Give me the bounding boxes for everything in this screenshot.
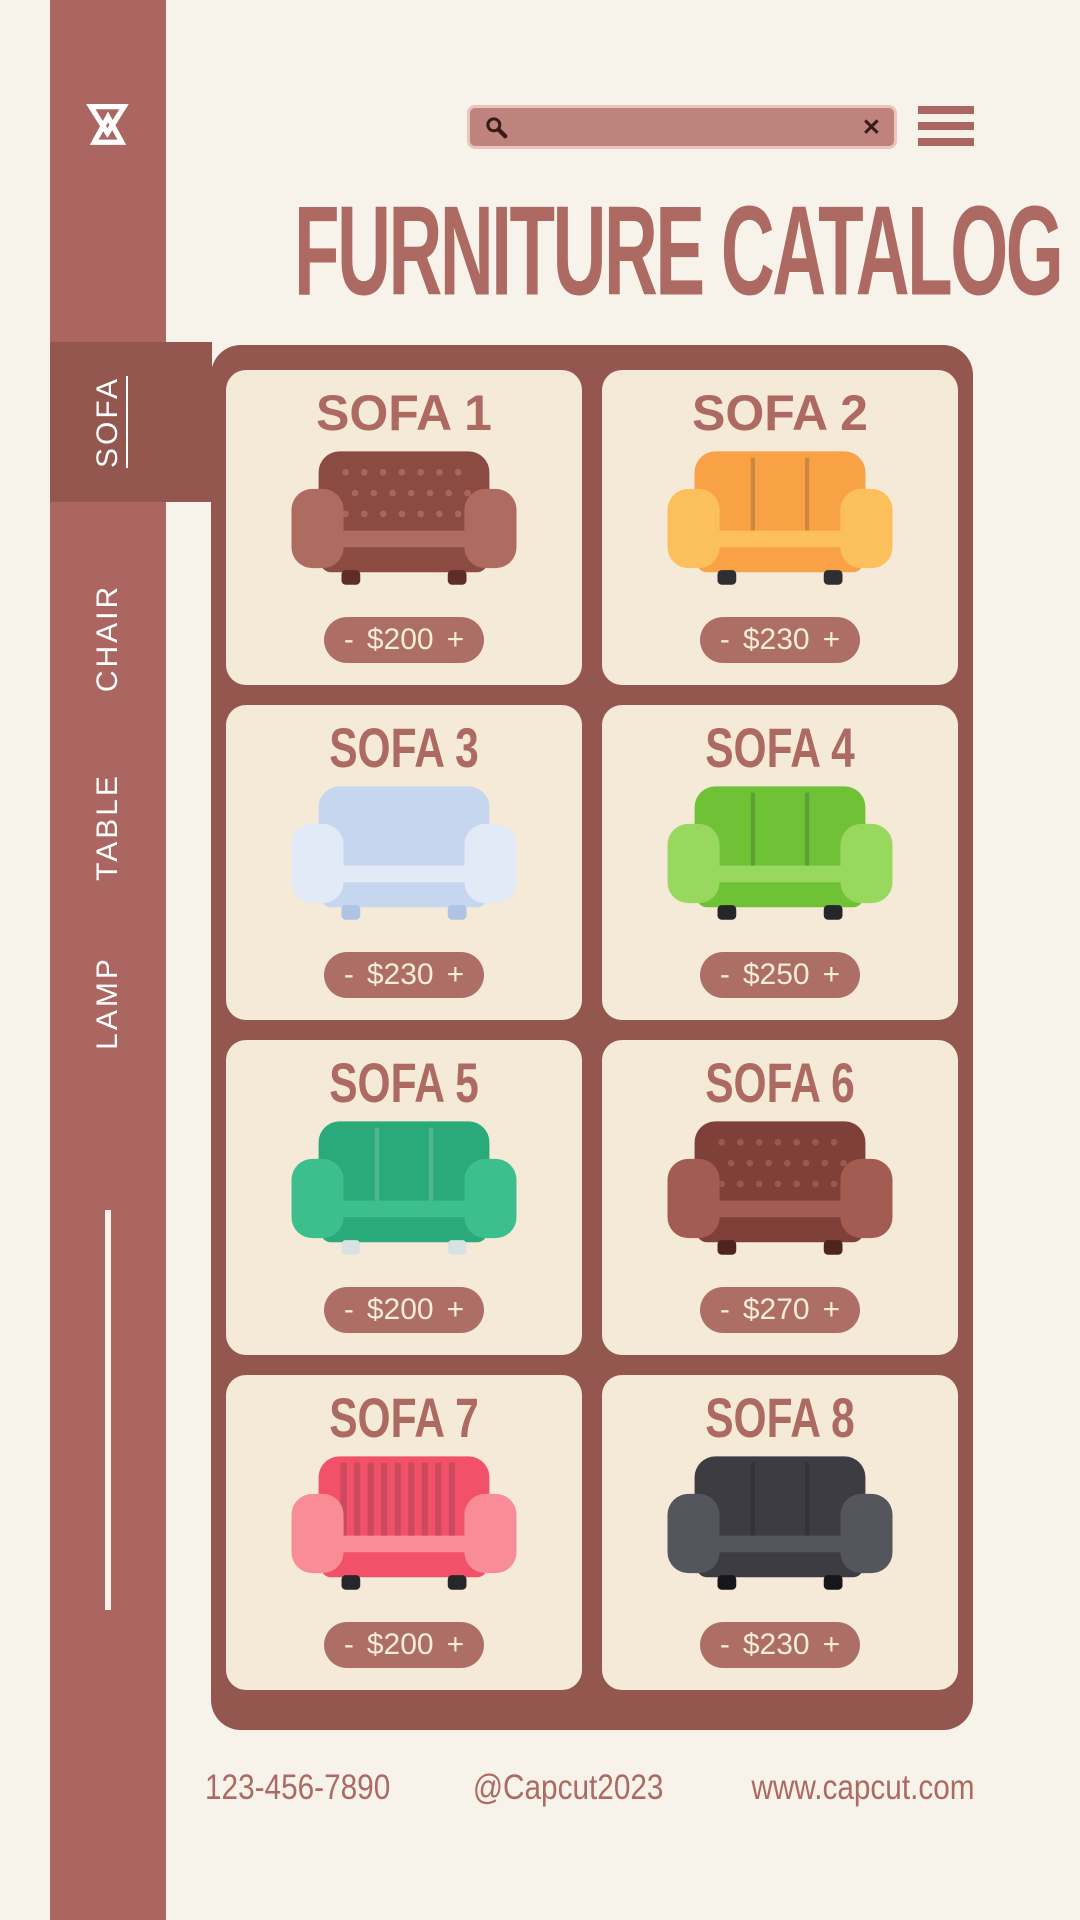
sofa-illustration	[279, 1450, 529, 1592]
hamburger-menu-icon[interactable]	[918, 106, 974, 146]
decrease-button[interactable]: -	[719, 623, 730, 656]
active-tab-block	[50, 342, 212, 502]
sofa-illustration	[655, 1450, 905, 1592]
social-handle: @Capcut2023	[472, 1768, 664, 1807]
sofa-illustration	[279, 445, 529, 587]
sofa-illustration	[279, 780, 529, 922]
product-title: SOFA 6	[705, 1051, 855, 1115]
price-value: $230	[366, 958, 434, 991]
product-card-sofa-5: SOFA 5 - $200 +	[226, 1040, 582, 1355]
sidebar-tab-sofa[interactable]: SOFA	[50, 342, 166, 502]
product-title: SOFA 7	[329, 1386, 479, 1450]
product-card-sofa-1: SOFA 1 - $200 +	[226, 370, 582, 685]
product-card-sofa-4: SOFA 4 - $250 +	[602, 705, 958, 1020]
decrease-button[interactable]: -	[343, 1293, 354, 1326]
decrease-button[interactable]: -	[343, 958, 354, 991]
increase-button[interactable]: +	[822, 1293, 841, 1326]
page-title: FURNITURE CATALOG	[293, 181, 1064, 323]
capcut-logo-icon	[85, 102, 131, 148]
product-title: SOFA 1	[316, 385, 492, 441]
search-bar[interactable]: ✕	[467, 105, 897, 149]
sofa-illustration	[655, 1115, 905, 1257]
price-value: $270	[742, 1293, 810, 1326]
sidebar-tab-table[interactable]: TABLE	[50, 767, 166, 887]
increase-button[interactable]: +	[446, 623, 465, 656]
close-icon[interactable]: ✕	[861, 113, 881, 140]
increase-button[interactable]: +	[446, 958, 465, 991]
price-stepper[interactable]: - $230 +	[324, 952, 484, 998]
product-title: SOFA 2	[692, 385, 868, 441]
decrease-button[interactable]: -	[343, 1628, 354, 1661]
search-input[interactable]	[509, 114, 862, 140]
search-icon	[483, 114, 509, 140]
price-stepper[interactable]: - $250 +	[700, 952, 860, 998]
hamburger-bar	[918, 122, 974, 130]
sidebar-tab-label: LAMP	[90, 956, 124, 1050]
hamburger-bar	[918, 138, 974, 146]
sidebar-tab-label: CHAIR	[91, 583, 124, 693]
sofa-illustration	[655, 780, 905, 922]
price-value: $230	[742, 623, 810, 656]
increase-button[interactable]: +	[822, 1628, 841, 1661]
sidebar-tab-label: TABLE	[91, 773, 124, 881]
sidebar-tab-chair[interactable]: CHAIR	[50, 578, 166, 698]
price-stepper[interactable]: - $200 +	[324, 1622, 484, 1668]
price-value: $200	[366, 623, 434, 656]
price-value: $200	[366, 1293, 434, 1326]
hamburger-bar	[918, 106, 974, 114]
price-stepper[interactable]: - $200 +	[324, 617, 484, 663]
product-card-sofa-6: SOFA 6 - $270 +	[602, 1040, 958, 1355]
increase-button[interactable]: +	[822, 958, 841, 991]
product-title: SOFA 8	[705, 1386, 855, 1450]
website-url: www.capcut.com	[751, 1768, 975, 1807]
product-title: SOFA 5	[329, 1051, 479, 1115]
increase-button[interactable]: +	[446, 1293, 465, 1326]
price-value: $200	[366, 1628, 434, 1661]
decrease-button[interactable]: -	[719, 1293, 730, 1326]
sofa-illustration	[655, 445, 905, 587]
price-stepper[interactable]: - $230 +	[700, 617, 860, 663]
price-stepper[interactable]: - $200 +	[324, 1287, 484, 1333]
sofa-illustration	[279, 1115, 529, 1257]
increase-button[interactable]: +	[446, 1628, 465, 1661]
price-stepper[interactable]: - $270 +	[700, 1287, 860, 1333]
product-title: SOFA 4	[705, 716, 855, 780]
product-card-sofa-8: SOFA 8 - $230 +	[602, 1375, 958, 1690]
decrease-button[interactable]: -	[343, 623, 354, 656]
footer: 123-456-7890 @Capcut2023 www.capcut.com	[205, 1768, 975, 1808]
product-title: SOFA 3	[329, 716, 479, 780]
catalog-grid: SOFA 1 - $200 + SOFA 2 - $230 + SOFA 3 -…	[226, 370, 958, 1690]
product-card-sofa-2: SOFA 2 - $230 +	[602, 370, 958, 685]
sidebar-tab-lamp[interactable]: LAMP	[50, 943, 166, 1063]
increase-button[interactable]: +	[822, 623, 841, 656]
catalog-panel: SOFA 1 - $200 + SOFA 2 - $230 + SOFA 3 -…	[211, 345, 973, 1730]
product-card-sofa-7: SOFA 7 - $200 +	[226, 1375, 582, 1690]
decrease-button[interactable]: -	[719, 958, 730, 991]
product-card-sofa-3: SOFA 3 - $230 +	[226, 705, 582, 1020]
decrease-button[interactable]: -	[719, 1628, 730, 1661]
phone-number: 123-456-7890	[205, 1768, 391, 1807]
price-value: $230	[742, 1628, 810, 1661]
sidebar-divider-line	[105, 1210, 111, 1610]
sidebar-tab-label: SOFA	[91, 375, 124, 469]
price-stepper[interactable]: - $230 +	[700, 1622, 860, 1668]
price-value: $250	[742, 958, 810, 991]
